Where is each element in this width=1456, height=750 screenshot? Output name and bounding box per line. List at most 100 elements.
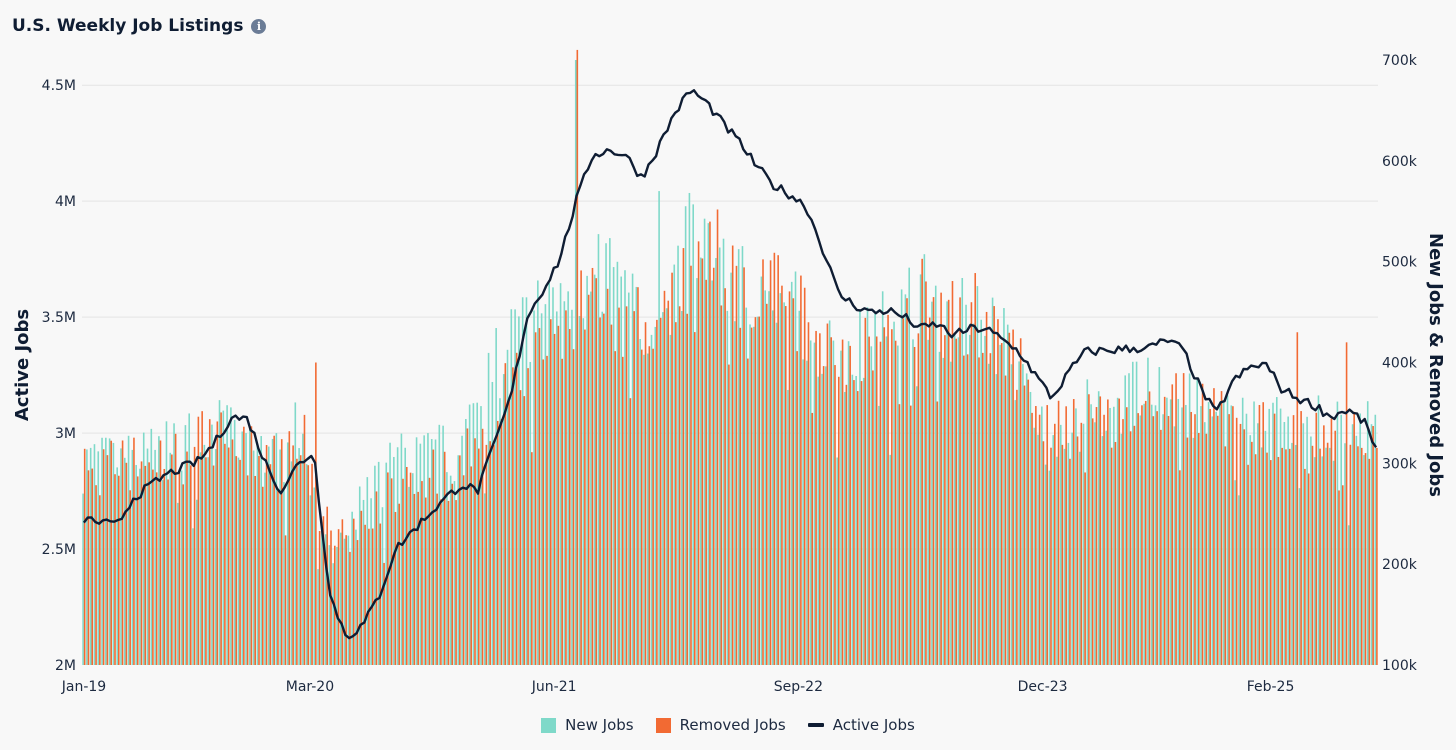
new-jobs-bar bbox=[1344, 443, 1346, 665]
new-jobs-bar bbox=[1325, 447, 1327, 665]
removed-jobs-bar bbox=[436, 493, 438, 665]
new-jobs-bar bbox=[1041, 406, 1043, 665]
new-jobs-bar bbox=[1310, 436, 1312, 665]
new-jobs-bar bbox=[692, 204, 694, 665]
removed-jobs-bar bbox=[239, 459, 241, 665]
new-jobs-bar bbox=[586, 275, 588, 665]
new-jobs-bar bbox=[415, 437, 418, 665]
removed-jobs-bar bbox=[1023, 385, 1026, 665]
new-jobs-bar bbox=[442, 425, 444, 665]
removed-jobs-bar bbox=[193, 446, 196, 665]
new-jobs-bar bbox=[1283, 422, 1286, 665]
new-jobs-bar bbox=[540, 313, 543, 665]
new-jobs-bar bbox=[987, 363, 990, 665]
new-jobs-bar bbox=[1226, 395, 1229, 665]
new-jobs-bar bbox=[514, 309, 516, 665]
removed-jobs-bar bbox=[519, 390, 522, 665]
new-jobs-bar bbox=[419, 443, 422, 665]
left-tick-label: 3M bbox=[55, 426, 76, 442]
removed-jobs-bar bbox=[1148, 391, 1151, 665]
removed-jobs-bar bbox=[246, 475, 249, 665]
removed-jobs-bar bbox=[337, 529, 340, 665]
legend: New Jobs Removed Jobs Active Jobs bbox=[0, 716, 1456, 734]
new-jobs-bar bbox=[783, 302, 785, 665]
legend-item-removed-jobs[interactable]: Removed Jobs bbox=[655, 716, 786, 734]
legend-item-new-jobs[interactable]: New Jobs bbox=[541, 716, 634, 734]
removed-jobs-bar bbox=[368, 528, 370, 665]
new-jobs-bar bbox=[662, 312, 664, 665]
new-jobs-bar bbox=[612, 267, 615, 665]
removed-jobs-bar bbox=[1224, 446, 1227, 665]
new-jobs-bar bbox=[1215, 411, 1217, 665]
new-jobs-bar bbox=[775, 322, 778, 665]
removed-jobs-bar bbox=[1239, 423, 1242, 665]
right-tick-label: 500k bbox=[1382, 255, 1418, 271]
new-jobs-bar bbox=[1192, 437, 1195, 665]
new-jobs-bar bbox=[165, 421, 168, 665]
new-jobs-bar bbox=[1347, 525, 1350, 665]
removed-jobs-bar bbox=[826, 323, 829, 665]
new-jobs-bar bbox=[472, 403, 475, 665]
new-jobs-bar bbox=[108, 438, 111, 665]
new-jobs-bar bbox=[487, 352, 490, 665]
removed-jobs-bar bbox=[531, 452, 533, 665]
removed-jobs-bar bbox=[243, 426, 245, 665]
new-jobs-bar bbox=[802, 359, 804, 665]
new-jobs-bar bbox=[1321, 456, 1324, 665]
new-jobs-bar bbox=[654, 326, 657, 665]
removed-jobs-bar bbox=[1349, 444, 1352, 665]
removed-jobs-bar bbox=[637, 287, 639, 665]
new-jobs-bar bbox=[256, 445, 259, 665]
new-jobs-bar bbox=[768, 291, 770, 665]
new-jobs-bar bbox=[1090, 404, 1092, 665]
new-jobs-bar bbox=[161, 480, 164, 665]
x-tick-label: Mar-20 bbox=[286, 679, 334, 695]
new-jobs-bar bbox=[688, 192, 691, 665]
new-jobs-bar bbox=[267, 446, 270, 665]
new-jobs-bar bbox=[722, 238, 725, 665]
new-jobs-bar bbox=[893, 321, 895, 665]
removed-jobs-bar bbox=[1254, 454, 1257, 665]
removed-jobs-bar bbox=[591, 267, 594, 665]
removed-jobs-bar bbox=[1107, 399, 1109, 665]
new-jobs-bar bbox=[180, 470, 183, 665]
removed-jobs-bar bbox=[1152, 416, 1155, 665]
new-jobs-bar bbox=[495, 328, 497, 665]
new-jobs-bar bbox=[703, 218, 706, 665]
info-icon[interactable]: i bbox=[251, 18, 267, 34]
legend-item-active-jobs[interactable]: Active Jobs bbox=[807, 716, 915, 734]
new-jobs-bar bbox=[1006, 324, 1009, 665]
removed-jobs-bar bbox=[834, 365, 836, 665]
new-jobs-bar bbox=[408, 486, 410, 665]
removed-jobs-bar bbox=[1091, 418, 1094, 665]
removed-jobs-bar bbox=[1205, 433, 1208, 665]
removed-jobs-bar bbox=[466, 428, 469, 665]
new-jobs-bar bbox=[1022, 364, 1024, 665]
removed-jobs-bar bbox=[675, 322, 677, 665]
new-jobs-bar bbox=[131, 449, 134, 665]
new-jobs-bar bbox=[965, 304, 967, 665]
removed-jobs-bar bbox=[1232, 406, 1234, 665]
removed-jobs-bar bbox=[599, 317, 601, 665]
removed-jobs-bar bbox=[682, 248, 685, 665]
removed-jobs-bar bbox=[508, 400, 510, 665]
new-jobs-bar bbox=[1056, 456, 1058, 665]
removed-jobs-bar bbox=[1072, 399, 1075, 665]
removed-jobs-bar bbox=[1182, 373, 1185, 665]
removed-jobs-bar bbox=[356, 540, 359, 665]
new-jobs-bar bbox=[336, 546, 338, 665]
removed-jobs-bar bbox=[1368, 458, 1371, 665]
removed-jobs-bar bbox=[1360, 447, 1363, 665]
removed-jobs-bar bbox=[1008, 332, 1011, 665]
removed-jobs-bar bbox=[1095, 407, 1098, 665]
new-jobs-bar bbox=[101, 437, 103, 665]
removed-jobs-bar bbox=[1190, 411, 1193, 665]
removed-jobs-bar bbox=[341, 519, 344, 665]
new-jobs-bar bbox=[828, 320, 831, 665]
removed-jobs-bar bbox=[694, 332, 696, 665]
removed-jobs-bar bbox=[394, 511, 397, 665]
new-jobs-bar bbox=[411, 473, 414, 665]
removed-jobs-bar bbox=[106, 455, 109, 665]
removed-jobs-bar bbox=[766, 303, 768, 665]
removed-jobs-bar bbox=[1266, 452, 1268, 665]
